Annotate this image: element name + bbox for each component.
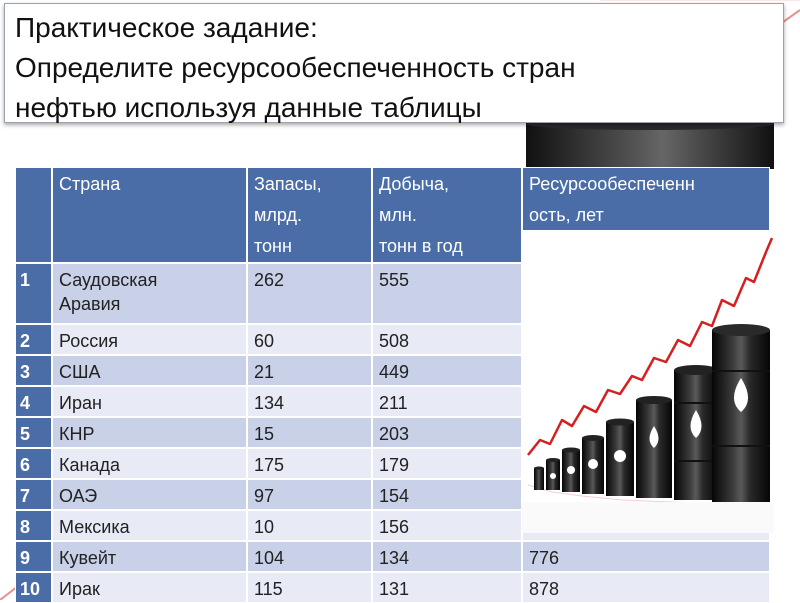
barrel-7-icon <box>674 365 718 500</box>
reserves-cell: 104 <box>247 541 372 572</box>
production-cell: 131 <box>372 572 522 603</box>
barrel-3-icon <box>562 447 580 492</box>
reserves-cell: 60 <box>247 324 372 355</box>
barrel-top-image <box>526 123 774 169</box>
country-cell: Россия <box>52 324 247 355</box>
country-cell: Мексика <box>52 510 247 541</box>
production-cell: 203 <box>372 417 522 448</box>
reserves-cell: 97 <box>247 479 372 510</box>
header-number <box>15 167 52 263</box>
header-production: Добыча, млн. тонн в год <box>372 167 522 263</box>
table-row: 10 Ирак 115 131 878 <box>15 572 770 603</box>
row-number: 5 <box>15 417 52 448</box>
country-cell: Канада <box>52 448 247 479</box>
row-number: 9 <box>15 541 52 572</box>
title-line-3: нефтью используя данные таблицы <box>15 92 482 123</box>
title-line-2: Определите ресурсообеспеченность стран <box>15 52 576 83</box>
row-number: 3 <box>15 355 52 386</box>
reserves-cell: 175 <box>247 448 372 479</box>
production-cell: 449 <box>372 355 522 386</box>
barrel-5-icon <box>606 418 634 496</box>
production-cell: 154 <box>372 479 522 510</box>
barrel-4-icon <box>582 435 604 494</box>
barrel-1-icon <box>534 466 544 490</box>
production-cell: 508 <box>372 324 522 355</box>
production-cell: 179 <box>372 448 522 479</box>
country-cell: ОАЭ <box>52 479 247 510</box>
header-country: Страна <box>52 167 247 263</box>
production-cell: 555 <box>372 263 522 324</box>
row-number: 8 <box>15 510 52 541</box>
row-number: 7 <box>15 479 52 510</box>
country-cell: Кувейт <box>52 541 247 572</box>
availability-cell: 878 <box>522 572 770 603</box>
reserves-cell: 15 <box>247 417 372 448</box>
country-cell: Иран <box>52 386 247 417</box>
row-number: 1 <box>15 263 52 324</box>
red-growth-line-icon <box>527 237 774 456</box>
production-cell: 134 <box>372 541 522 572</box>
oil-barrels-growth-image <box>522 230 774 533</box>
reserves-cell: 21 <box>247 355 372 386</box>
barrel-8-icon <box>712 324 770 502</box>
country-cell: Саудовская Аравия <box>52 263 247 324</box>
reserves-cell: 10 <box>247 510 372 541</box>
availability-cell: 776 <box>522 541 770 572</box>
row-number: 2 <box>15 324 52 355</box>
title-box: Практическое задание: Определите ресурсо… <box>4 3 784 123</box>
production-cell: 156 <box>372 510 522 541</box>
row-number: 6 <box>15 448 52 479</box>
barrel-6-icon <box>636 396 672 498</box>
row-number: 10 <box>15 572 52 603</box>
country-cell: Ирак <box>52 572 247 603</box>
table-row: 9 Кувейт 104 134 776 <box>15 541 770 572</box>
production-cell: 211 <box>372 386 522 417</box>
reserves-cell: 115 <box>247 572 372 603</box>
reserves-cell: 134 <box>247 386 372 417</box>
title-line-1: Практическое задание: <box>15 12 318 43</box>
row-number: 4 <box>15 386 52 417</box>
header-reserves: Запасы, млрд. тонн <box>247 167 372 263</box>
country-cell: КНР <box>52 417 247 448</box>
country-cell: США <box>52 355 247 386</box>
barrel-2-icon <box>546 458 560 490</box>
reserves-cell: 262 <box>247 263 372 324</box>
